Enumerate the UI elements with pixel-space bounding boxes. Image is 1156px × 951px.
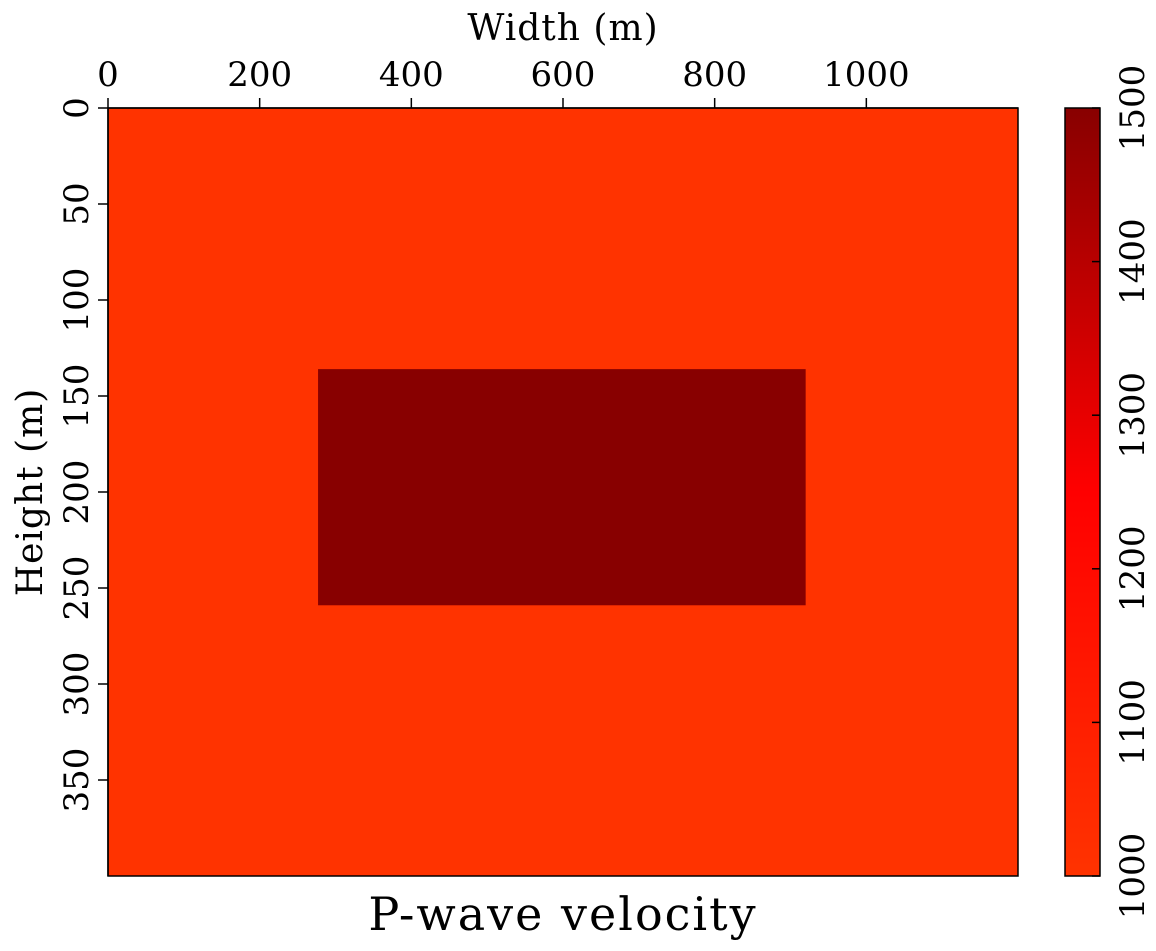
- colorbar-tick-label-0: 1000: [1113, 833, 1153, 920]
- colorbar-tick-label-1: 1100: [1113, 679, 1153, 766]
- y-tick-label-6: 300: [57, 652, 97, 717]
- colorbar-tick-label-2: 1200: [1113, 526, 1153, 613]
- chart-title: P-wave velocity: [368, 887, 757, 941]
- x-tick-label-4: 800: [682, 55, 747, 95]
- x-tick-label-0: 0: [97, 55, 119, 95]
- plot-area: [107, 107, 1019, 877]
- y-axis-label: Height (m): [10, 388, 51, 597]
- x-tick-label-5: 1000: [823, 55, 910, 95]
- x-tick-label-2: 400: [379, 55, 444, 95]
- y-tick-label-2: 100: [57, 268, 97, 333]
- colorbar-scale: [1064, 107, 1101, 877]
- y-tick-label-3: 150: [57, 364, 97, 429]
- y-tick-label-1: 50: [57, 182, 97, 225]
- axes: 0 200 400 600 800 1000 0 50 100 150 200 250 300 350: [57, 55, 1018, 876]
- colorbar-tick-label-5: 1500: [1113, 65, 1153, 152]
- y-tick-label-5: 250: [57, 556, 97, 621]
- anomaly-region-0: [318, 369, 806, 606]
- x-axis-label: Width (m): [467, 8, 658, 49]
- y-tick-label-7: 350: [57, 748, 97, 813]
- colorbar-tick-label-4: 1400: [1113, 218, 1153, 305]
- x-tick-label-1: 200: [227, 55, 292, 95]
- y-tick-label-4: 200: [57, 460, 97, 525]
- x-tick-label-3: 600: [531, 55, 596, 95]
- colorbar: 1000 1100 1200 1300 1400 1500: [1064, 65, 1153, 920]
- y-tick-label-0: 0: [57, 97, 97, 119]
- colorbar-tick-label-3: 1300: [1113, 372, 1153, 459]
